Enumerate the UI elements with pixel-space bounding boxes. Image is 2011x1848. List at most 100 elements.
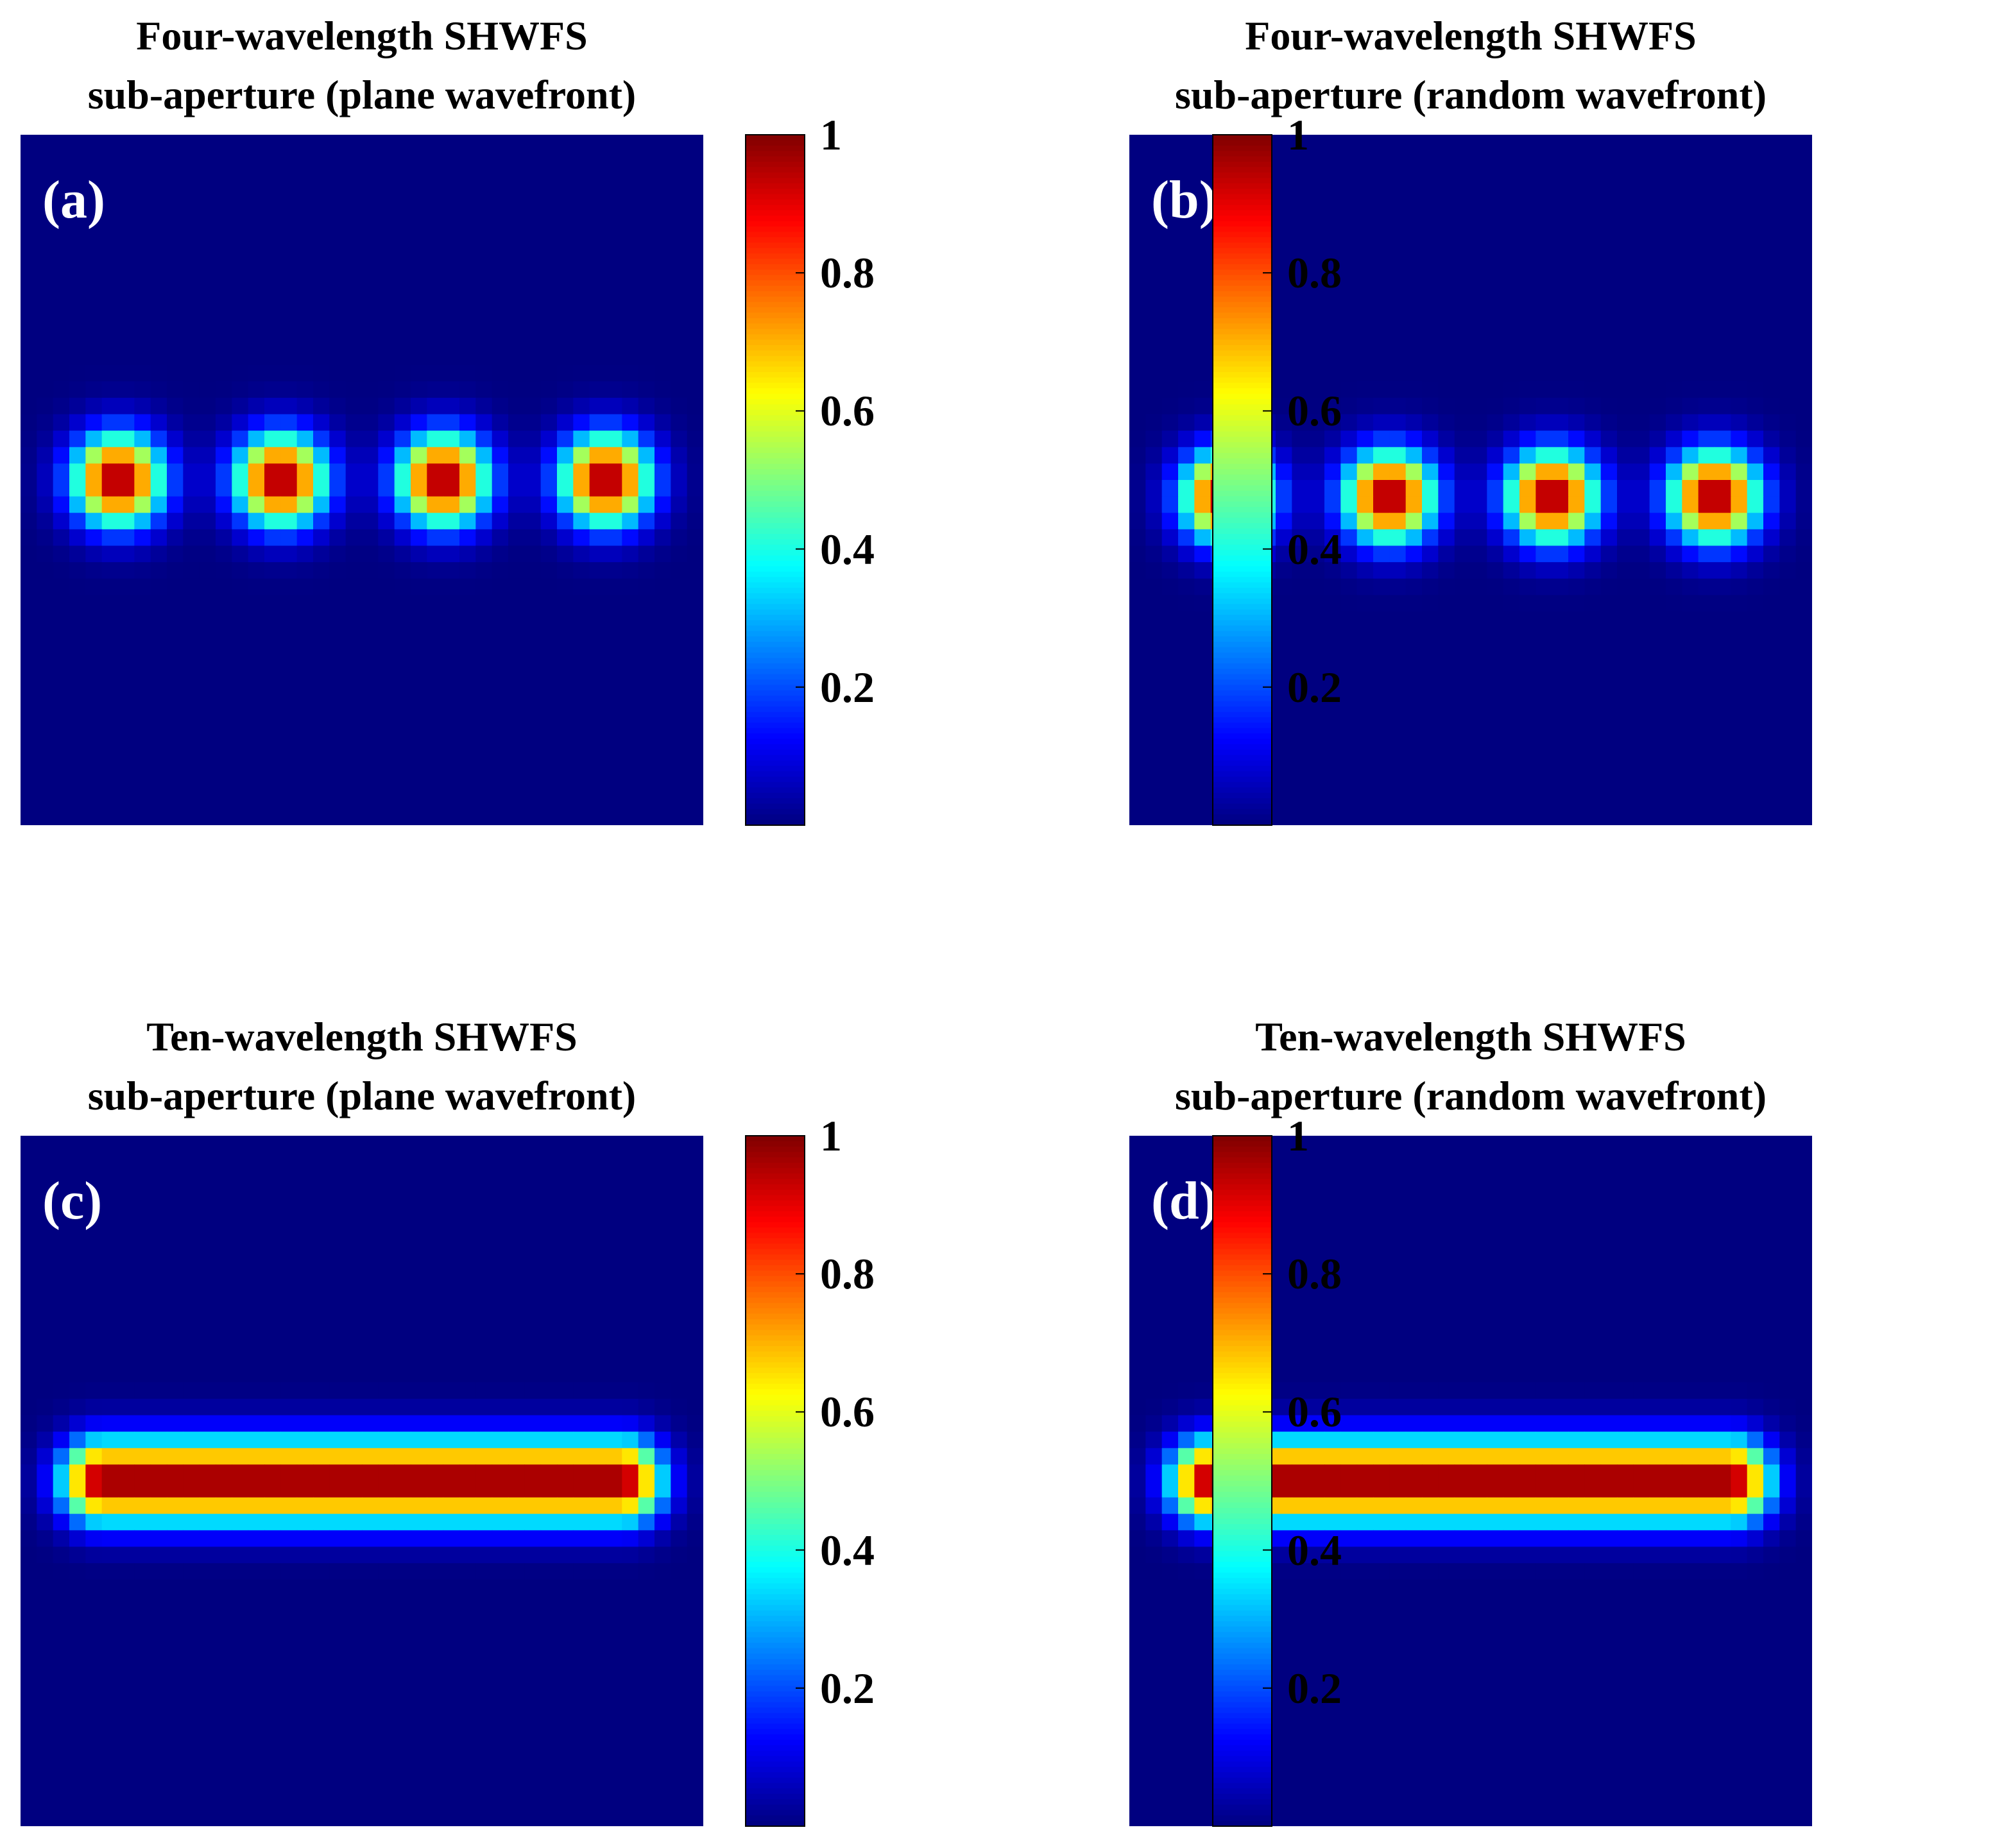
colorbar (745, 134, 805, 826)
heatmap-cell (524, 1218, 542, 1235)
heatmap-cell (459, 1316, 476, 1334)
heatmap-cell (345, 1218, 363, 1235)
heatmap-cell (1194, 529, 1211, 547)
heatmap-cell (573, 282, 590, 300)
heatmap-cell (150, 184, 167, 201)
heatmap-cell (1292, 759, 1309, 776)
heatmap-cell (1487, 595, 1504, 612)
heatmap-cell (1194, 628, 1211, 645)
colorbar-segment (1213, 398, 1272, 405)
heatmap-cell (362, 1398, 379, 1416)
heatmap-cell (1633, 167, 1650, 185)
heatmap-cell (1276, 644, 1292, 662)
heatmap-cell (1649, 299, 1666, 316)
heatmap-cell (296, 250, 314, 267)
heatmap-cell (655, 299, 671, 316)
heatmap-cell (1324, 315, 1341, 333)
heatmap-cell (1715, 611, 1731, 629)
heatmap-cell (378, 447, 395, 464)
heatmap-cell (1373, 496, 1390, 513)
heatmap-cell (1763, 397, 1780, 415)
colorbar-segment (1213, 598, 1272, 604)
heatmap-cell (53, 611, 70, 629)
heatmap-cell (232, 792, 249, 809)
colorbar-segment (746, 156, 805, 162)
heatmap-cell (329, 332, 347, 349)
heatmap-cell (1340, 742, 1358, 760)
heatmap-cell (1552, 545, 1569, 563)
heatmap-cell (150, 315, 167, 333)
heatmap-cell (1389, 364, 1407, 382)
heatmap-cell (118, 1497, 135, 1514)
heatmap-cell (459, 1514, 476, 1531)
colorbar-segment (1213, 669, 1272, 675)
heatmap-cell (589, 660, 606, 678)
heatmap-cell (1308, 299, 1325, 316)
heatmap-cell (183, 364, 200, 382)
heatmap-cell (1584, 332, 1602, 349)
heatmap-cell (475, 480, 493, 497)
heatmap-cell (69, 1300, 86, 1317)
heatmap-cell (573, 250, 590, 267)
heatmap-cell (378, 1333, 395, 1350)
heatmap-cell (622, 759, 639, 776)
heatmap-cell (1178, 562, 1195, 579)
heatmap-cell (622, 135, 639, 152)
heatmap-cell (248, 332, 265, 349)
heatmap-cell (232, 1185, 249, 1202)
heatmap-cell (1356, 463, 1374, 481)
heatmap-cell (540, 1432, 558, 1449)
heatmap-cell (557, 233, 574, 250)
heatmap-cell (1276, 628, 1292, 645)
heatmap-cell (1356, 545, 1374, 563)
heatmap-cell (1731, 184, 1748, 201)
heatmap-cell (492, 1497, 509, 1514)
heatmap-cell (459, 135, 476, 152)
heatmap-cell (1633, 628, 1650, 645)
heatmap-cell (1763, 726, 1780, 744)
heatmap-cell (1519, 364, 1536, 382)
heatmap-cell (540, 282, 558, 300)
colorbar-segment (746, 733, 805, 740)
heatmap-cell (150, 644, 167, 662)
heatmap-cell (671, 677, 688, 694)
heatmap-cell (280, 1481, 298, 1498)
heatmap-cell (1194, 513, 1211, 530)
heatmap-cell (1129, 562, 1146, 579)
heatmap-cell (167, 431, 184, 448)
heatmap-cell (1340, 480, 1358, 497)
heatmap-cell (345, 1283, 363, 1301)
heatmap-cell (1145, 250, 1163, 267)
heatmap-cell (1715, 759, 1731, 776)
heatmap-cell (199, 1415, 216, 1432)
heatmap-cell (524, 644, 542, 662)
heatmap-cell (101, 1267, 119, 1285)
heatmap-cell (21, 644, 37, 662)
heatmap-cell (37, 447, 54, 464)
heatmap-cell (687, 1267, 703, 1285)
heatmap-cell (313, 1398, 330, 1416)
heatmap-cell (313, 660, 330, 678)
heatmap-cell (1731, 266, 1748, 284)
heatmap-cell (655, 1546, 671, 1564)
heatmap-cell (280, 167, 298, 185)
heatmap-cell (1519, 381, 1536, 398)
heatmap-cell (1356, 167, 1374, 185)
heatmap-cell (671, 233, 688, 250)
colorbar-segment (1213, 361, 1272, 368)
heatmap-cell (313, 628, 330, 645)
heatmap-cell (459, 1398, 476, 1416)
heatmap-cell (53, 759, 70, 776)
heatmap-cell (655, 759, 671, 776)
heatmap-cell (508, 167, 525, 185)
heatmap-cell (1584, 364, 1602, 382)
heatmap-cell (540, 578, 558, 595)
heatmap-cell (296, 809, 314, 825)
heatmap-cell (427, 628, 444, 645)
heatmap-cell (248, 529, 265, 547)
colorbar-segment (746, 490, 805, 497)
heatmap-cell (216, 1152, 232, 1169)
heatmap-cell (1178, 660, 1195, 678)
heatmap-cell (1795, 545, 1812, 563)
heatmap-cell (345, 315, 363, 333)
